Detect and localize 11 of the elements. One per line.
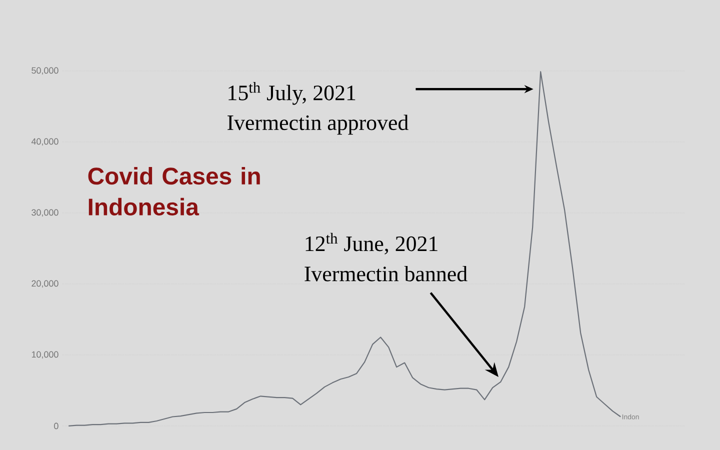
y-tick-label: 10,000 [32, 351, 58, 359]
annotation: Ivermectin approved [228, 114, 408, 135]
y-tick-label: 40,000 [31, 138, 58, 146]
y-tick-label: 50,000 [32, 67, 58, 75]
text: Covid Cases in Indonesia [88, 167, 260, 216]
annotation: 15$^{th}$ July, 2021 [228, 82, 356, 105]
y-tick-label: 30,000 [32, 209, 58, 217]
y-tick-label: 0 [54, 422, 58, 430]
annotation: 12$^{th}$ June, 2021 [306, 232, 438, 254]
annotation: Ivermectin banned [304, 266, 468, 282]
y-tick-label: 20,000 [32, 280, 58, 288]
